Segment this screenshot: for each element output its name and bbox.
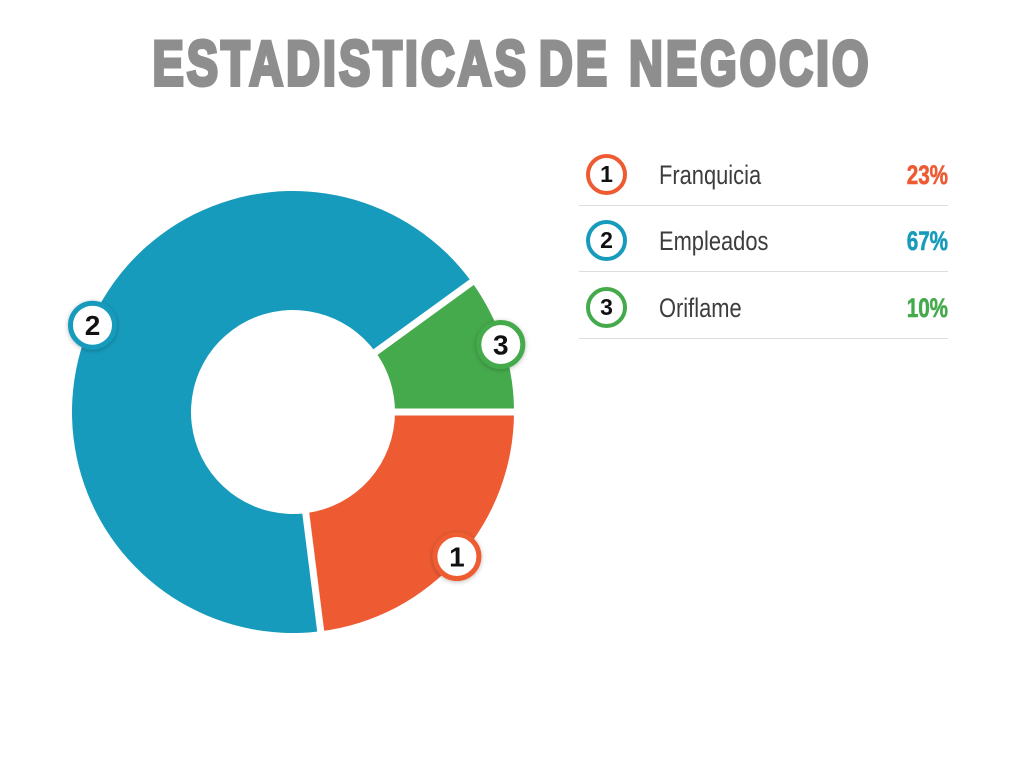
svg-text:2: 2 — [85, 310, 101, 341]
svg-text:3: 3 — [493, 330, 509, 361]
svg-text:1: 1 — [449, 542, 465, 573]
